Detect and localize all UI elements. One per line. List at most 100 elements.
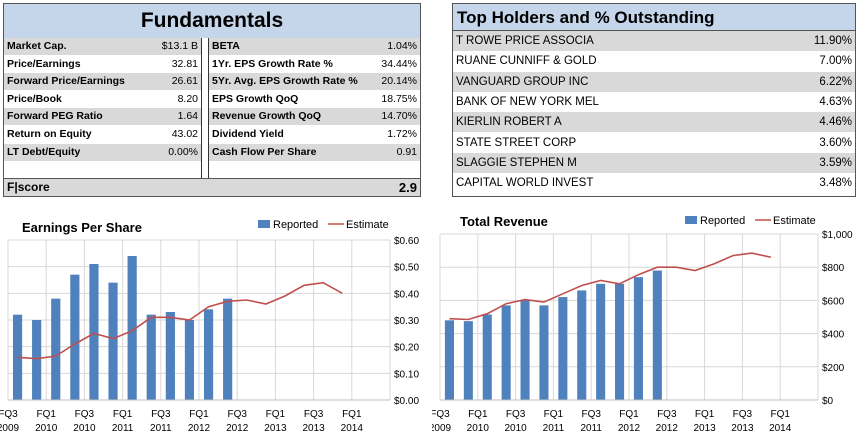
y-tick-label: $0.30: [394, 316, 419, 327]
x-tick-year: 2011: [112, 423, 134, 434]
metric-label: Price/Book: [7, 92, 62, 105]
x-tick-quarter: FQ1: [770, 409, 790, 420]
x-tick-year: 2011: [150, 423, 172, 434]
y-tick-label: $0.00: [394, 396, 419, 407]
x-tick-quarter: FQ3: [581, 409, 601, 420]
metric-label: Forward Price/Earnings: [7, 75, 125, 88]
metric-value: 14.70%: [381, 110, 417, 123]
metric-value: 0.00%: [168, 145, 198, 158]
x-tick-year: 2012: [618, 423, 641, 434]
metric-label: 1Yr. EPS Growth Rate %: [212, 57, 333, 70]
revenue-chart: Total Revenue Reported Estimate $0 $200 $400 $…: [432, 214, 853, 434]
chart-title: Total Revenue: [460, 214, 548, 229]
metric-label: Forward PEG Ratio: [7, 110, 103, 123]
bar-reported: [558, 297, 568, 400]
holder-percent: 11.90%: [813, 35, 852, 47]
holder-name: RUANE CUNNIFF & GOLD: [456, 55, 597, 68]
fundamentals-row: EPS Growth QoQ 18.75%: [209, 91, 420, 108]
x-tick-year: 2014: [341, 423, 364, 434]
metric-value: $13.1 B: [161, 40, 198, 52]
bar-reported: [652, 270, 662, 400]
y-tick-label: $0.40: [394, 289, 419, 300]
holder-name: KIERLIN ROBERT A: [456, 116, 562, 129]
top-holders-title: Top Holders and % Outstanding: [453, 4, 855, 31]
y-tick-label: $1,000: [822, 230, 853, 241]
bar-reported: [444, 320, 454, 400]
metric-label: Cash Flow Per Share: [212, 145, 317, 158]
fundamentals-row: Revenue Growth QoQ 14.70%: [209, 108, 420, 126]
y-tick-label: $0.20: [394, 343, 419, 354]
bar-reported: [89, 264, 99, 400]
metric-label: Market Cap.: [7, 40, 67, 52]
fundamentals-row: 5Yr. Avg. EPS Growth Rate % 20.14%: [209, 73, 420, 91]
bar-reported: [12, 314, 23, 400]
fscore-row: F|score 2.9: [4, 178, 420, 196]
x-tick-quarter: FQ1: [544, 409, 564, 420]
fscore-label: F|score: [7, 180, 50, 194]
x-tick-quarter: FQ3: [506, 409, 526, 420]
bar-reported: [615, 283, 625, 400]
metric-value: 1.72%: [387, 128, 417, 140]
holder-percent: 4.63%: [819, 95, 852, 108]
bar-reported: [127, 256, 137, 400]
fundamentals-row: Cash Flow Per Share 0.91: [209, 143, 420, 161]
x-tick-year: 2012: [656, 423, 679, 434]
metric-label: 5Yr. Avg. EPS Growth Rate %: [212, 75, 358, 88]
holder-name: SLAGGIE STEPHEN M: [456, 156, 577, 169]
bar-reported: [203, 309, 214, 400]
x-tick-quarter: FQ3: [304, 409, 324, 420]
fscore-value: 2.9: [398, 180, 417, 195]
bar-reported: [51, 298, 61, 400]
holder-row: RUANE CUNNIFF & GOLD 7.00%: [453, 51, 855, 71]
x-tick-year: 2013: [264, 423, 287, 434]
fundamentals-row: Price/Book 8.20: [4, 91, 201, 108]
x-tick-year: 2011: [580, 423, 602, 434]
metric-label: Price/Earnings: [7, 57, 81, 70]
metric-value: 0.91: [396, 145, 417, 158]
fundamentals-row: Forward PEG Ratio 1.64: [4, 108, 201, 126]
holder-percent: 4.46%: [819, 116, 852, 129]
fundamentals-row: Price/Earnings 32.81: [4, 56, 201, 73]
y-tick-label: $0: [822, 396, 834, 407]
x-tick-quarter: FQ3: [75, 409, 95, 420]
y-tick-label: $200: [822, 363, 845, 374]
metric-value: 34.44%: [381, 57, 417, 70]
bar-reported: [184, 320, 195, 400]
bar-reported: [633, 277, 643, 400]
holder-row: BANK OF NEW YORK MEL 4.63%: [453, 92, 855, 112]
x-tick-quarter: FQ3: [432, 409, 450, 420]
x-tick-quarter: FQ1: [36, 409, 56, 420]
x-tick-year: 2010: [35, 423, 58, 434]
holder-row: T ROWE PRICE ASSOCIA 11.90%: [453, 31, 855, 51]
y-tick-label: $800: [822, 263, 845, 274]
x-tick-year: 2013: [693, 423, 716, 434]
holder-percent: 7.00%: [819, 55, 852, 68]
top-holders-panel: Top Holders and % Outstanding T ROWE PRI…: [452, 3, 856, 197]
metric-label: Dividend Yield: [212, 128, 284, 140]
bar-reported: [223, 298, 233, 400]
metric-label: Return on Equity: [7, 128, 92, 140]
bar-reported: [165, 312, 175, 400]
x-tick-quarter: FQ1: [189, 409, 209, 420]
y-tick-label: $0.10: [394, 369, 419, 380]
x-tick-quarter: FQ3: [227, 409, 247, 420]
x-tick-quarter: FQ1: [695, 409, 715, 420]
legend-label-reported: Reported: [273, 219, 318, 231]
bar-reported: [70, 274, 80, 400]
bar-reported: [520, 300, 530, 400]
bar-reported: [463, 321, 473, 400]
bar-reported: [146, 314, 156, 400]
bar-reported: [539, 305, 549, 400]
x-tick-quarter: FQ3: [0, 409, 18, 420]
holder-row: STATE STREET CORP 3.60%: [453, 133, 855, 153]
holder-percent: 3.48%: [819, 177, 852, 190]
metric-value: 43.02: [171, 128, 198, 140]
metric-label: BETA: [212, 40, 240, 52]
legend-label-estimate: Estimate: [346, 219, 389, 231]
holder-row: SLAGGIE STEPHEN M 3.59%: [453, 152, 855, 173]
x-tick-year: 2012: [188, 423, 211, 434]
x-tick-quarter: FQ3: [657, 409, 677, 420]
bar-reported: [32, 320, 42, 400]
x-tick-year: 2012: [226, 423, 249, 434]
x-tick-year: 2011: [543, 423, 565, 434]
